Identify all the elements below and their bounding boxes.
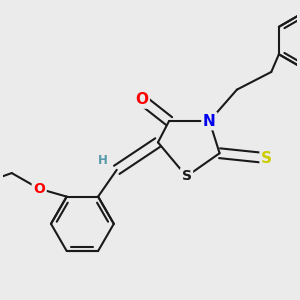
Text: N: N (203, 113, 216, 128)
Text: H: H (98, 154, 108, 166)
Text: S: S (182, 169, 191, 183)
Text: O: O (135, 92, 148, 107)
Text: S: S (261, 151, 272, 166)
Text: O: O (33, 182, 45, 196)
